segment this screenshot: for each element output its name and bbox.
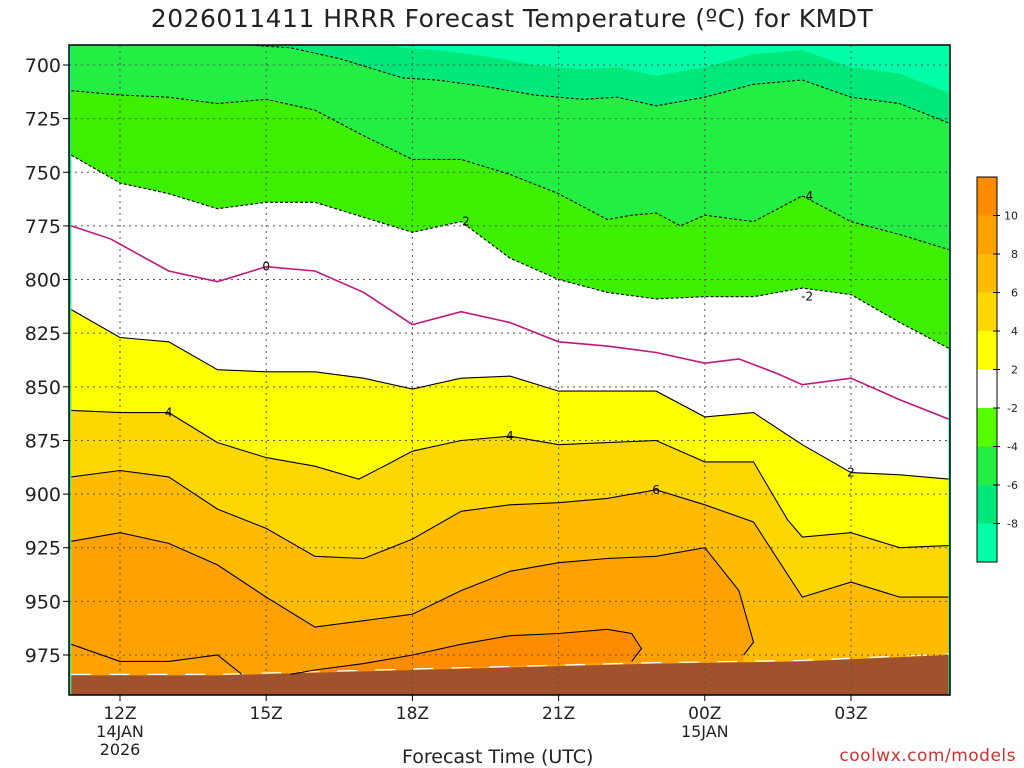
y-tick-label: 900 — [25, 484, 61, 506]
y-tick-label: 700 — [25, 55, 61, 77]
contour-label: 2 — [847, 466, 855, 480]
colorbar-label: 4 — [1011, 325, 1018, 338]
colorbar-label: -4 — [1007, 441, 1018, 454]
colorbar-label: 6 — [1011, 287, 1018, 300]
colorbar-band — [977, 292, 997, 331]
contour-2 — [71, 309, 949, 480]
ground — [71, 655, 949, 695]
colorbar: 10 8 6 4 2 -2 -4 -6 -8 — [976, 176, 1018, 563]
contour-label: 6 — [652, 483, 660, 497]
colorbar-band — [977, 446, 997, 485]
colorbar-band — [977, 254, 997, 293]
contour-8 — [71, 532, 755, 656]
plot-frame — [68, 44, 951, 696]
x-tick-label: 12Z — [103, 704, 136, 724]
colorbar-label: 10 — [1004, 210, 1018, 223]
contour-label: -4 — [801, 189, 813, 203]
contour-4 — [71, 409, 949, 549]
ground-top-line — [71, 653, 949, 675]
contour-label: 4 — [165, 406, 173, 420]
colorbar-band — [977, 523, 997, 562]
y-tick-label: 975 — [25, 645, 61, 667]
x-tick-sublabel: 2026 — [100, 740, 141, 759]
x-tick-label: 00Z — [688, 704, 721, 724]
y-tick-label: 875 — [25, 430, 61, 452]
colorbar-band — [977, 369, 997, 408]
contour-10 — [71, 643, 243, 675]
x-tick-sublabel: 14JAN — [96, 722, 144, 741]
y-tick-label: 825 — [25, 323, 61, 345]
contour-label: 2 — [462, 215, 470, 229]
y-tick-label: 950 — [25, 591, 61, 613]
plot-area: 0 2 -4 -2 4 4 6 2 — [69, 45, 950, 695]
band-gt10 — [290, 629, 642, 675]
chart-title: 2026011411 HRRR Forecast Temperature (ºC… — [150, 4, 874, 33]
y-tick-label: 725 — [25, 109, 61, 131]
colorbar-band — [977, 177, 997, 216]
colorbar-label: -8 — [1007, 518, 1018, 531]
contour-6 — [71, 469, 949, 598]
colorbar-band — [977, 331, 997, 370]
watermark: coolwx.com/models — [839, 746, 1016, 766]
contour--4 — [71, 90, 949, 251]
y-tick-label: 750 — [25, 162, 61, 184]
colorbar-band — [977, 485, 997, 524]
contour-label: 0 — [262, 260, 270, 274]
plot-clip-group: 0 2 -4 -2 4 4 6 2 — [69, 45, 950, 695]
contour-0 — [71, 225, 949, 420]
x-tick-sublabel: 15JAN — [681, 722, 729, 741]
colorbar-label: -2 — [1007, 402, 1018, 415]
x-axis-label: Forecast Time (UTC) — [402, 746, 594, 768]
x-tick-label: 03Z — [834, 704, 867, 724]
y-tick-label: 775 — [25, 216, 61, 238]
x-tick-label: 15Z — [250, 704, 283, 724]
axes: 70072575077580082585087590092595097512Z1… — [25, 44, 951, 759]
colorbar-band — [977, 215, 997, 254]
y-tick-label: 925 — [25, 538, 61, 560]
contour-label: -2 — [801, 290, 813, 304]
colorbar-label: 8 — [1011, 248, 1018, 261]
y-tick-label: 800 — [25, 270, 61, 292]
colorbar-label: -6 — [1007, 479, 1018, 492]
colorbar-label: 2 — [1011, 364, 1018, 377]
contour-label: 4 — [506, 429, 514, 443]
contour--2 — [71, 154, 949, 349]
x-tick-label: 18Z — [396, 704, 429, 724]
contour-10 — [290, 628, 643, 675]
contour--6 — [241, 45, 949, 124]
x-tick-label: 21Z — [542, 704, 575, 724]
colorbar-band — [977, 408, 997, 447]
y-tick-label: 850 — [25, 377, 61, 399]
